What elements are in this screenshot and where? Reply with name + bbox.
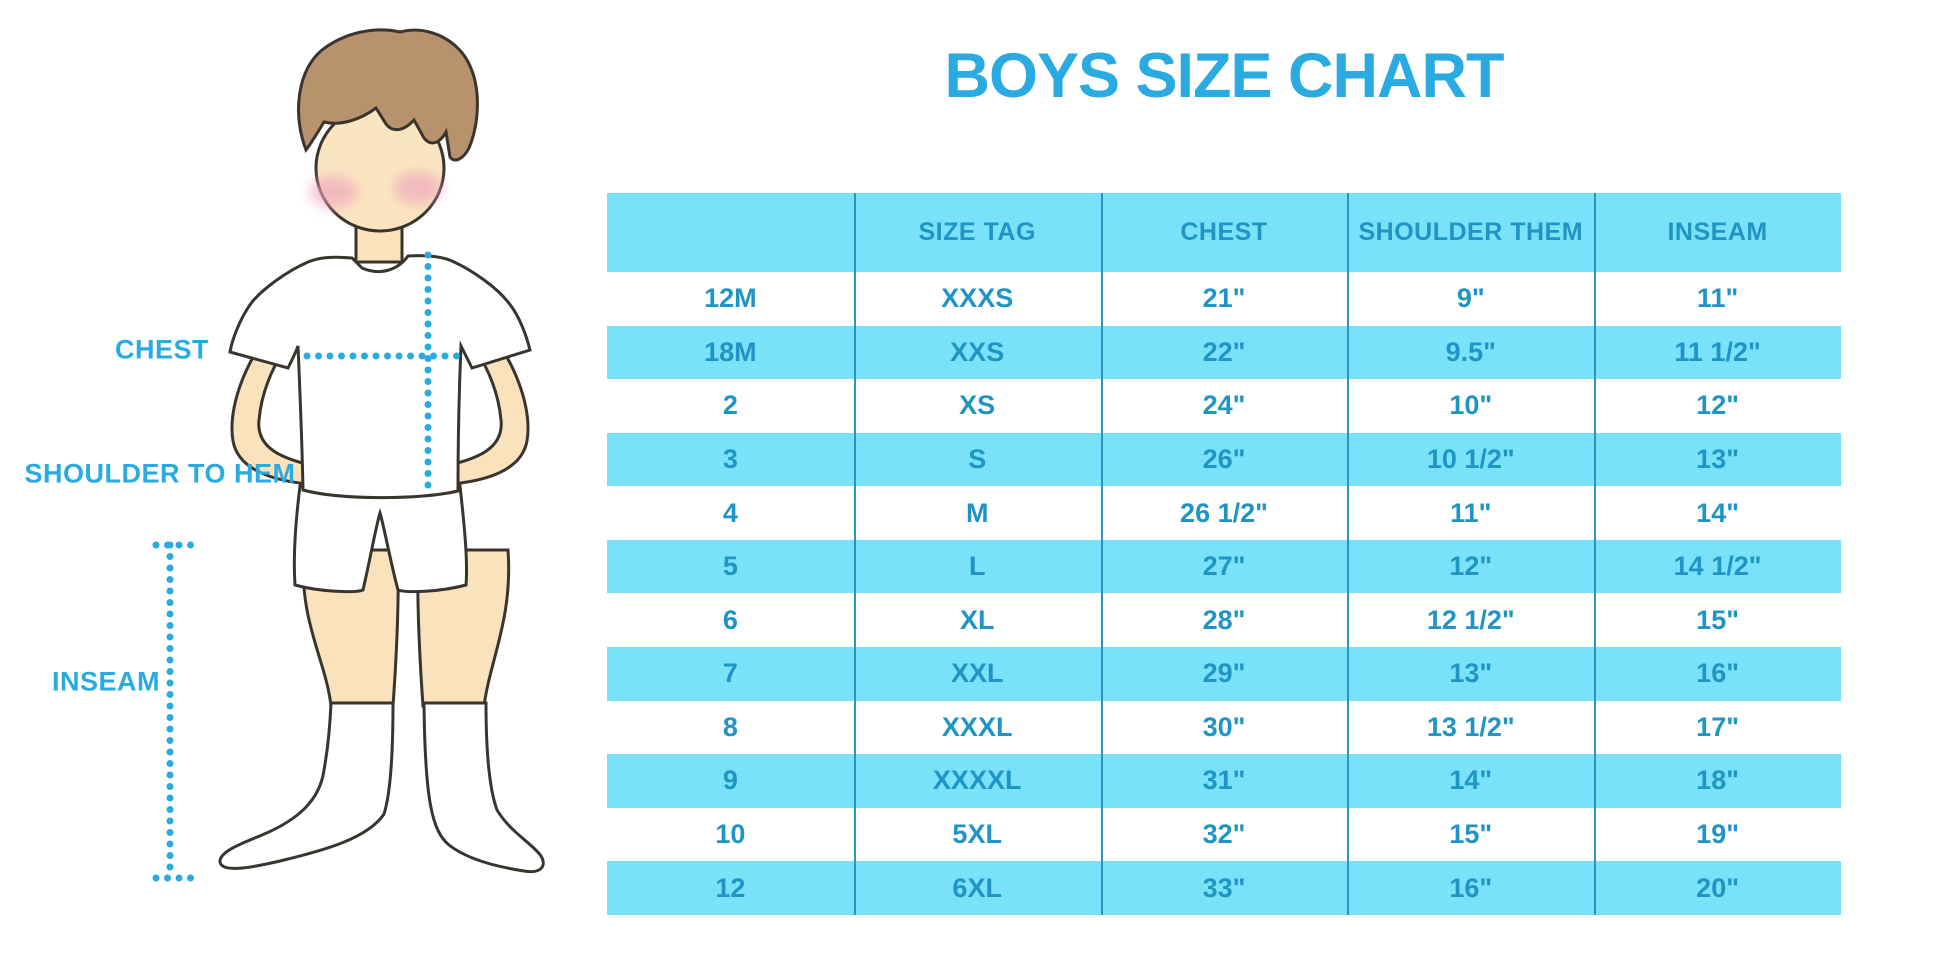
left-cheek	[310, 176, 358, 208]
table-cell: 13"	[1594, 432, 1841, 487]
shorts	[292, 484, 469, 594]
header-cell: SIZE TAG	[853, 193, 1101, 272]
table-cell: 10 1/2"	[1347, 432, 1595, 487]
table-cell: 12"	[1347, 539, 1595, 594]
table-cell: S	[853, 432, 1101, 487]
table-cell: 15"	[1594, 593, 1841, 648]
table-cell: 26"	[1100, 432, 1348, 487]
table-cell: 7	[607, 647, 854, 701]
inseam-label: INSEAM	[51, 666, 161, 697]
left-sock	[218, 701, 395, 870]
table-cell: 12"	[1594, 379, 1841, 433]
table-cell: 33"	[1100, 861, 1348, 915]
boy-illustration	[152, 28, 545, 882]
page-title: BOYS SIZE CHART	[944, 41, 1504, 111]
table-cell: 11"	[1347, 486, 1595, 540]
header-cell	[607, 193, 854, 272]
header-cell: SHOULDER THEM	[1347, 193, 1595, 272]
table-cell: 21"	[1100, 272, 1348, 326]
table-cell: 16"	[1594, 647, 1841, 701]
table-cell: 29"	[1100, 647, 1348, 701]
table-cell: 19"	[1594, 807, 1841, 862]
table-cell: 27"	[1100, 539, 1348, 594]
table-cell: 5	[607, 539, 854, 594]
boy-measurement-figure: CHEST SHOULDER TO HEM INSEAM	[0, 0, 600, 973]
table-cell: 26 1/2"	[1100, 486, 1348, 540]
table-cell: 13 1/2"	[1347, 700, 1595, 755]
table-cell: 14 1/2"	[1594, 539, 1841, 594]
table-cell: 10"	[1347, 379, 1595, 433]
table-cell: 9.5"	[1347, 325, 1595, 380]
table-cell: XL	[853, 593, 1101, 648]
table-cell: XS	[853, 379, 1101, 433]
table-cell: 18M	[607, 325, 854, 380]
table-cell: 16"	[1347, 861, 1595, 915]
table-cell: XXXXL	[853, 754, 1101, 808]
table-cell: XXL	[853, 647, 1101, 701]
table-cell: 14"	[1594, 486, 1841, 540]
table-cell: 24"	[1100, 379, 1348, 433]
table-cell: XXXL	[853, 700, 1101, 755]
t-shirt	[228, 254, 532, 500]
chest-label: CHEST	[114, 334, 210, 365]
table-cell: 9"	[1347, 272, 1595, 326]
table-cell: 28"	[1100, 593, 1348, 648]
table-cell: 13"	[1347, 647, 1595, 701]
table-cell: 15"	[1347, 807, 1595, 862]
hair	[297, 28, 479, 162]
table-cell: 3	[607, 432, 854, 487]
right-cheek	[394, 172, 442, 204]
table-cell: 12 1/2"	[1347, 593, 1595, 648]
size-table: SIZE TAG CHEST SHOULDER THEM INSEAM 12M XXXS 2…	[607, 193, 1841, 915]
table-cell: 2	[607, 379, 854, 433]
table-cell: 4	[607, 486, 854, 540]
table-cell: 20"	[1594, 861, 1841, 915]
table-cell: 30"	[1100, 700, 1348, 755]
table-cell: 31"	[1100, 754, 1348, 808]
table-cell: M	[853, 486, 1101, 540]
table-cell: 12M	[607, 272, 854, 326]
table-cell: 32"	[1100, 807, 1348, 862]
table-cell: 6XL	[853, 861, 1101, 915]
table-cell: 8	[607, 700, 854, 755]
table-cell: 9	[607, 754, 854, 808]
table-cell: 11 1/2"	[1594, 325, 1841, 380]
table-cell: 6	[607, 593, 854, 648]
table-cell: XXS	[853, 325, 1101, 380]
table-cell: 10	[607, 807, 854, 862]
table-cell: XXXS	[853, 272, 1101, 326]
table-cell: 18"	[1594, 754, 1841, 808]
table-cell: 12	[607, 861, 854, 915]
table-cell: L	[853, 539, 1101, 594]
table-cell: 5XL	[853, 807, 1101, 862]
right-sock	[422, 701, 545, 874]
inseam-measure-line	[152, 541, 195, 882]
table-cell: 11"	[1594, 272, 1841, 326]
table-cell: 14"	[1347, 754, 1595, 808]
table-cell: 22"	[1100, 325, 1348, 380]
shoulder-to-hem-label: SHOULDER TO HEM	[24, 458, 296, 489]
header-cell: INSEAM	[1594, 193, 1841, 272]
table-cell: 17"	[1594, 700, 1841, 755]
header-cell: CHEST	[1100, 193, 1348, 272]
